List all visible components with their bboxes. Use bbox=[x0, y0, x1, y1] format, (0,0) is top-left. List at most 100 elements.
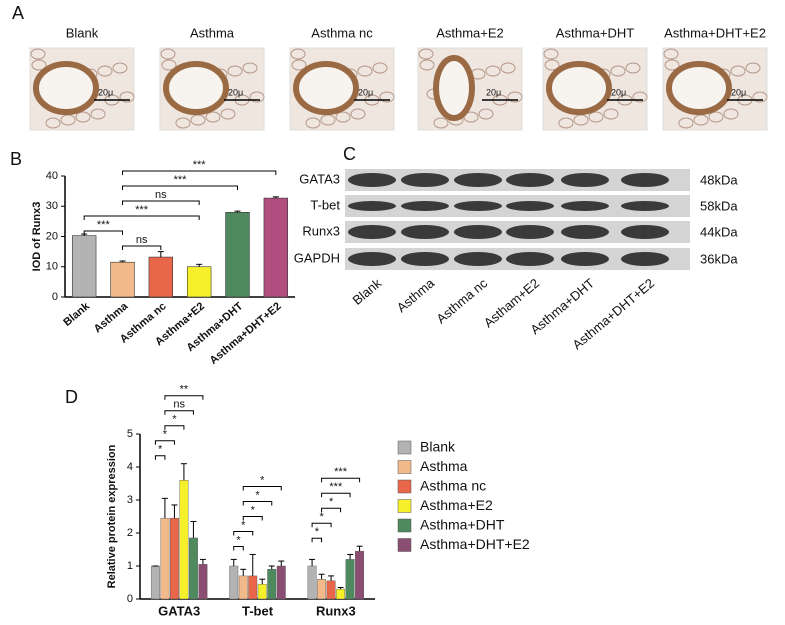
alveolus bbox=[249, 91, 265, 103]
blot-band bbox=[561, 252, 609, 266]
significance-bracket bbox=[233, 530, 254, 536]
lane-label: Asthma bbox=[394, 275, 438, 315]
alveolus bbox=[161, 59, 177, 71]
alveolus bbox=[558, 117, 574, 129]
legend-label: Asthma+DHT+E2 bbox=[420, 536, 530, 552]
x-tick-label: T-bet bbox=[242, 603, 274, 618]
significance-label: * bbox=[315, 526, 320, 538]
alveolus bbox=[708, 111, 724, 123]
blot-band bbox=[454, 173, 502, 187]
bar bbox=[267, 569, 277, 600]
alveolus bbox=[610, 65, 626, 77]
significance-label: *** bbox=[329, 481, 343, 493]
panel-label: D bbox=[65, 387, 78, 407]
alveolus bbox=[543, 48, 559, 60]
alveolus bbox=[419, 59, 435, 71]
alveolus bbox=[31, 59, 47, 71]
alveolus bbox=[603, 108, 619, 120]
blot-band bbox=[561, 201, 609, 211]
bar bbox=[148, 256, 174, 298]
bar bbox=[186, 266, 212, 298]
error-bar bbox=[230, 558, 237, 566]
significance-bracket bbox=[311, 537, 323, 543]
significance-label: * bbox=[260, 474, 265, 486]
bar bbox=[110, 261, 135, 298]
legend-swatch bbox=[397, 460, 412, 474]
legend-label: Asthma+E2 bbox=[420, 497, 493, 513]
airway bbox=[33, 61, 99, 115]
significance-label: * bbox=[329, 496, 334, 508]
significance-label: * bbox=[163, 429, 168, 441]
error-bar bbox=[259, 578, 266, 585]
blot-band bbox=[454, 201, 502, 211]
image-label: Asthma nc bbox=[311, 25, 373, 40]
y-tick-label: 2 bbox=[127, 527, 133, 539]
alveolus bbox=[75, 111, 91, 123]
alveolus bbox=[242, 62, 258, 74]
y-axis-label: Relative protein expression bbox=[106, 444, 118, 588]
alveolus bbox=[625, 62, 641, 74]
significance-bracket bbox=[154, 440, 175, 445]
significance-label: ** bbox=[180, 384, 189, 396]
error-bar bbox=[157, 251, 164, 258]
alveolus bbox=[573, 114, 589, 126]
blot-band bbox=[401, 225, 449, 239]
significance-bracket bbox=[122, 245, 162, 250]
error-bar bbox=[119, 260, 126, 263]
alveolus bbox=[730, 65, 746, 77]
bar bbox=[248, 575, 258, 600]
significance-bracket bbox=[242, 485, 282, 491]
alveolus bbox=[290, 48, 306, 60]
bar bbox=[276, 565, 286, 600]
significance-label: * bbox=[158, 444, 163, 456]
alveolus bbox=[119, 91, 135, 103]
alveolus bbox=[357, 65, 373, 77]
image-label: Asthma bbox=[190, 25, 235, 40]
y-tick-label: 4 bbox=[127, 461, 133, 473]
panel-label: A bbox=[12, 3, 24, 23]
error-bar bbox=[309, 558, 316, 566]
size-label: 58kDa bbox=[700, 198, 738, 213]
significance-bracket bbox=[83, 215, 200, 220]
scale-label: 20μ bbox=[228, 87, 243, 97]
error-bar bbox=[196, 263, 203, 267]
error-bar bbox=[180, 463, 187, 481]
error-bar bbox=[328, 575, 335, 581]
alveolus bbox=[175, 117, 191, 129]
y-tick-label: 20 bbox=[46, 230, 58, 242]
significance-bracket bbox=[242, 500, 273, 506]
airway bbox=[433, 55, 475, 121]
alveolus bbox=[752, 91, 768, 103]
significance-bracket bbox=[83, 230, 123, 235]
blot-band bbox=[561, 173, 609, 187]
significance-label: ns bbox=[173, 399, 185, 411]
blot-band bbox=[348, 252, 396, 266]
significance-label: * bbox=[255, 489, 260, 501]
blot-band bbox=[348, 201, 396, 211]
blot-band bbox=[621, 173, 669, 187]
alveolus bbox=[588, 111, 604, 123]
scale-label: 20μ bbox=[731, 87, 746, 97]
lane-label: Blank bbox=[350, 275, 385, 308]
alveolus bbox=[305, 117, 321, 129]
blot-band bbox=[621, 225, 669, 239]
panel-label: C bbox=[343, 144, 356, 164]
blot-band bbox=[561, 225, 609, 239]
alveolus bbox=[500, 62, 516, 74]
alveolus bbox=[227, 65, 243, 77]
legend-label: Asthma bbox=[420, 458, 468, 474]
significance-label: ns bbox=[136, 234, 148, 246]
error-bar bbox=[190, 520, 197, 538]
legend-swatch bbox=[397, 518, 412, 533]
scale-label: 20μ bbox=[358, 87, 373, 97]
blot-band bbox=[506, 225, 554, 239]
significance-bracket bbox=[311, 522, 332, 528]
x-tick-label: GATA3 bbox=[158, 603, 200, 618]
blot-band bbox=[401, 201, 449, 211]
y-tick-label: 30 bbox=[46, 200, 58, 212]
legend-swatch bbox=[397, 440, 412, 455]
error-bar bbox=[199, 558, 206, 565]
alveolus bbox=[205, 111, 221, 123]
alveolus bbox=[372, 62, 388, 74]
airway bbox=[163, 61, 229, 115]
